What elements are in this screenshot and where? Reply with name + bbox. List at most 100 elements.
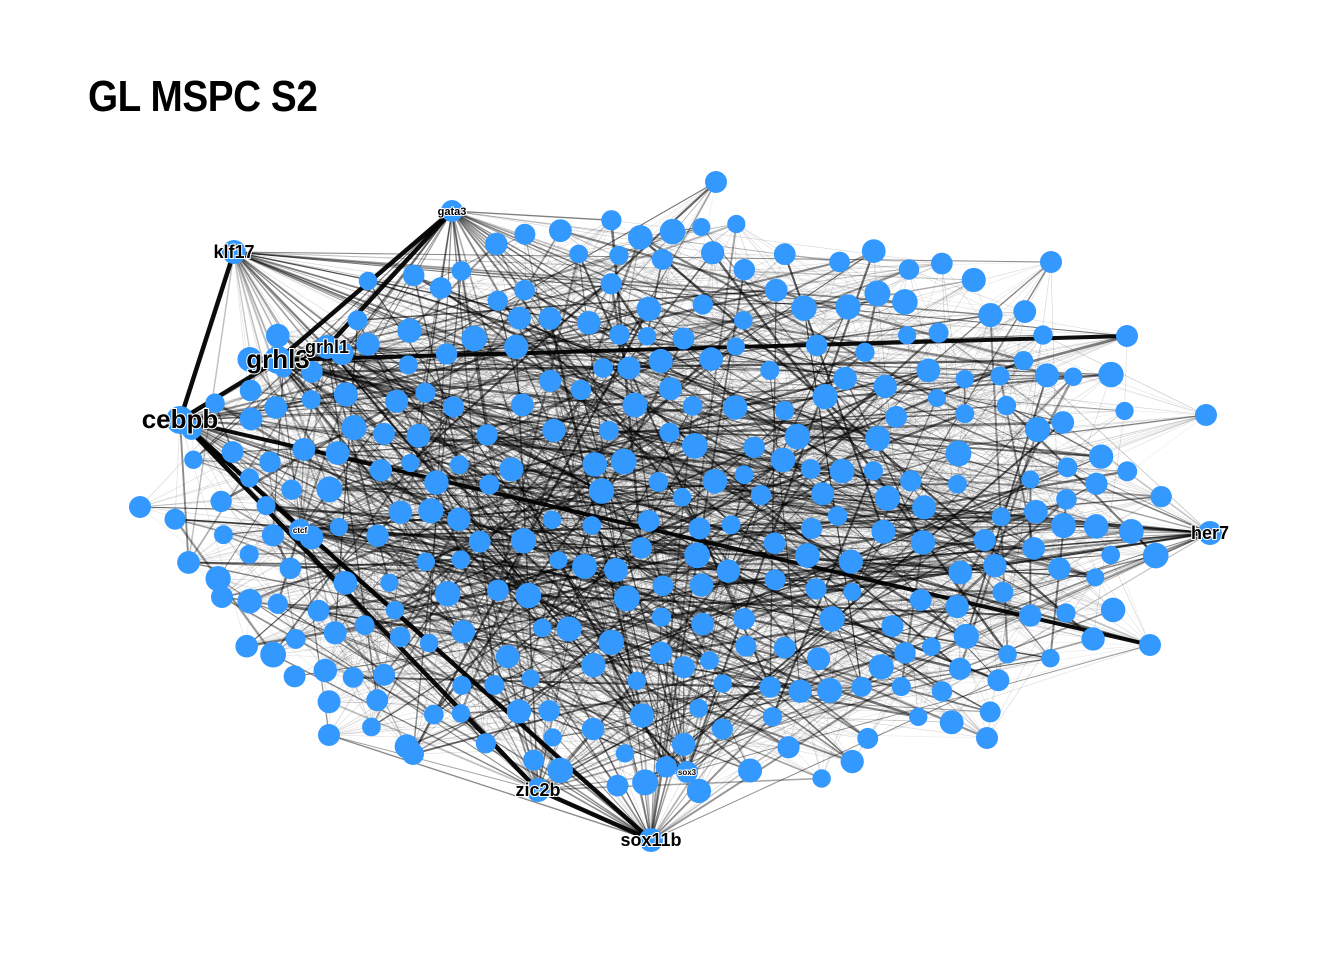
node [1013, 300, 1036, 323]
node [916, 359, 940, 383]
node [1084, 514, 1109, 539]
node [1058, 457, 1078, 477]
node [760, 361, 779, 380]
node [533, 619, 552, 638]
node [734, 259, 755, 280]
node [582, 516, 601, 535]
node [705, 171, 727, 193]
node [940, 710, 964, 734]
node [1052, 411, 1075, 434]
node [992, 582, 1013, 603]
node [805, 578, 826, 599]
node [1116, 325, 1138, 347]
node [1139, 634, 1161, 656]
node [487, 579, 509, 601]
node [682, 433, 708, 459]
node [649, 349, 673, 373]
node [260, 642, 286, 668]
node [264, 396, 287, 419]
node-label-sox3: sox3 [678, 768, 697, 777]
node [334, 382, 358, 406]
node-label-cebpb: cebpb [142, 404, 219, 434]
node [817, 678, 842, 703]
node [956, 370, 974, 388]
node [881, 615, 903, 637]
node [751, 485, 771, 505]
node [807, 647, 830, 670]
node [949, 658, 971, 680]
node [317, 476, 343, 502]
node [165, 509, 186, 530]
node [841, 750, 864, 773]
node [544, 728, 562, 746]
node [601, 210, 621, 230]
node [683, 396, 703, 416]
node [689, 517, 711, 539]
node [791, 295, 817, 321]
node-label-sox11b: sox11b [620, 830, 681, 850]
node [499, 457, 523, 481]
node [1056, 489, 1077, 510]
node [380, 574, 398, 592]
node [359, 272, 377, 290]
node [997, 396, 1016, 415]
node [390, 627, 411, 648]
node [738, 758, 762, 782]
node [955, 404, 974, 423]
diagram-title: GL MSPC S2 [88, 72, 317, 122]
node [1024, 500, 1048, 524]
node [1143, 543, 1169, 569]
node [415, 383, 435, 403]
node [324, 621, 347, 644]
node [932, 681, 953, 702]
node [571, 380, 592, 401]
node [1195, 404, 1217, 426]
node [835, 294, 860, 319]
node [983, 554, 1007, 578]
node [604, 558, 628, 582]
node [700, 651, 719, 670]
node [210, 491, 231, 512]
node [1035, 363, 1059, 387]
node [416, 552, 435, 571]
node [672, 733, 695, 756]
node [262, 524, 284, 546]
node [436, 343, 457, 364]
node [420, 634, 438, 652]
node [812, 769, 830, 787]
node [292, 438, 315, 461]
node [348, 310, 368, 330]
node [785, 424, 811, 450]
node [659, 377, 682, 400]
node [714, 674, 733, 693]
node [514, 224, 535, 245]
node [910, 589, 932, 611]
node [638, 327, 656, 345]
node [990, 366, 1009, 385]
node [514, 280, 535, 301]
node [488, 291, 508, 311]
node [929, 323, 949, 343]
node [830, 459, 855, 484]
node [978, 303, 1002, 327]
node [828, 506, 848, 526]
node [549, 551, 567, 569]
node [366, 525, 388, 547]
node [689, 699, 708, 718]
node-label-klf17: klf17 [213, 242, 254, 262]
node [1086, 568, 1104, 586]
node [1040, 251, 1062, 273]
edge [1125, 336, 1127, 411]
node [240, 468, 259, 487]
node [401, 454, 419, 472]
node [302, 390, 321, 409]
node [577, 311, 601, 335]
node [862, 239, 886, 263]
node [733, 608, 755, 630]
node [801, 518, 822, 539]
node [765, 569, 786, 590]
node [819, 606, 844, 631]
node [622, 393, 647, 418]
node [727, 337, 745, 355]
node [1151, 486, 1172, 507]
